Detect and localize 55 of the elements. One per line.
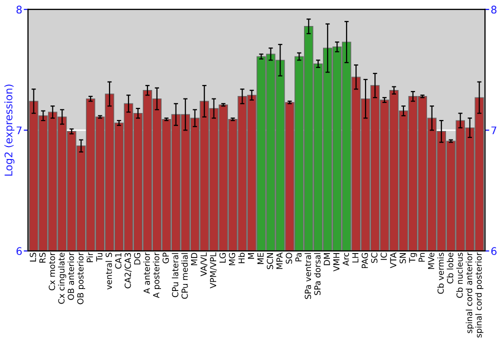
x-tick-label: Hb [238, 252, 245, 264]
y2-tick-label: 8 [491, 6, 496, 14]
x-tick-label: VMH [333, 253, 340, 272]
x-tick-label: RS [39, 252, 46, 263]
y-tick-label: 6 [16, 247, 22, 256]
x-tick-label: GP [162, 252, 169, 264]
y-axis-title: Log2 (expression) [4, 84, 14, 176]
x-tick-label: MVe [428, 252, 434, 269]
x-tick-label: SN [400, 253, 406, 264]
x-tick-label: DG [134, 253, 140, 264]
y2-tick-label: 7 [491, 126, 496, 134]
x-tick-label: VTA [390, 252, 396, 268]
x-tick-label: ventral S [106, 252, 112, 290]
x-tick-label: spinal cord anterior [466, 252, 474, 334]
x-tick-label: IC [380, 252, 387, 260]
x-tick-label: Cb vermis [437, 252, 444, 294]
x-tick-label: CA1 [115, 253, 122, 269]
x-tick-label: OB anterior [68, 252, 74, 300]
x-tick-label: Arc [342, 252, 349, 266]
x-tick-label: spinal cord posterior [475, 252, 484, 338]
x-tick-label: CPu lateral [172, 253, 178, 298]
x-tick-label: VPM/VPL [210, 252, 217, 288]
y-tick-label: 7 [16, 126, 22, 134]
x-tick-label: Tg [409, 253, 417, 263]
x-tick-label: SO [286, 252, 292, 264]
x-tick-label: SPa ventral [304, 253, 312, 299]
x-tick-label: MPA [276, 252, 283, 269]
x-tick-label: Pa [295, 253, 302, 262]
x-tick-label: Pn [418, 253, 425, 262]
x-tick-label: LG [219, 253, 226, 263]
x-tick-label: MG [228, 253, 236, 266]
x-tick-label: LH [352, 253, 358, 262]
x-tick-label: CPu medial [181, 253, 188, 299]
x-tick-label: OB posterior [77, 252, 86, 304]
x-tick-label: Cb lobe [446, 252, 454, 284]
y2-tick-label: 6 [491, 247, 497, 256]
x-tick-label: ME [257, 252, 264, 264]
x-tick-label: LS [30, 252, 36, 262]
x-tick-label: VA/VL [200, 252, 208, 276]
x-tick-label: CA2/CA3 [124, 253, 132, 288]
x-tick-label: A anterior [143, 252, 150, 294]
x-tick-label: Cx motor [48, 252, 56, 290]
x-tick-label: Cx cingulate [58, 252, 66, 304]
x-tick-label: M [248, 253, 254, 259]
x-tick-label: PAG [362, 253, 368, 268]
y-tick-label: 8 [16, 6, 22, 14]
x-tick-label: Cb nucleus [456, 252, 463, 298]
x-tick-label: DM [324, 253, 330, 266]
x-tick-label: SPa dorsal [314, 253, 321, 296]
x-tick-label: A posterior [152, 252, 161, 298]
x-tick-label: MD [191, 252, 198, 266]
x-tick-label: SC [371, 252, 378, 263]
x-tick-label: Pir [86, 252, 93, 262]
x-tick-label: SCN [266, 253, 274, 270]
x-tick-label: Tu [96, 253, 102, 262]
